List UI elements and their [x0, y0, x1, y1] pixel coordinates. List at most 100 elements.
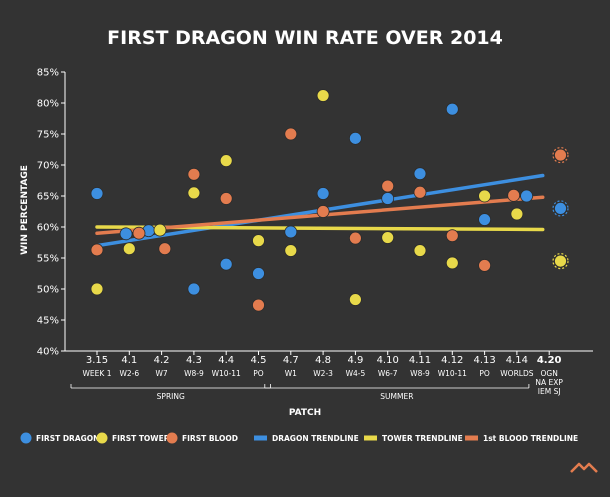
- x-tick-label: 4.4: [218, 355, 234, 366]
- x-tick-sublabel: PO: [479, 369, 490, 378]
- x-tick-sublabel: W1: [285, 369, 297, 378]
- data-point: [90, 243, 104, 257]
- data-points: [90, 89, 569, 312]
- data-point: [554, 148, 567, 162]
- x-tick-label: 4.5: [251, 355, 267, 366]
- legend-item: 1st BLOOD TRENDLINE: [465, 434, 578, 443]
- x-tick-label: 4.8: [315, 355, 331, 366]
- data-point: [252, 298, 265, 312]
- legend-label: FIRST DRAGON: [36, 434, 99, 443]
- data-point: [90, 282, 104, 296]
- x-tick-sublabel: W2-3: [313, 369, 333, 378]
- x-tick-sublabel: W4-5: [346, 369, 366, 378]
- data-point: [445, 229, 459, 243]
- data-point: [554, 254, 567, 268]
- x-tick-sublabel: W6-7: [378, 369, 398, 378]
- y-tick-label: 50%: [37, 285, 59, 296]
- data-point: [119, 227, 133, 241]
- data-point: [507, 188, 521, 202]
- legend-label: 1st BLOOD TRENDLINE: [483, 434, 578, 443]
- x-tick-label: 4.12: [441, 355, 463, 366]
- x-tick-sublabel: PO: [253, 369, 264, 378]
- x-tick-label: 4.11: [409, 355, 431, 366]
- data-point: [478, 259, 492, 272]
- data-point: [381, 192, 395, 205]
- data-point: [316, 205, 330, 218]
- data-point: [132, 226, 146, 240]
- data-point: [413, 244, 427, 257]
- x-tick-sublabel: W10-11: [438, 369, 467, 378]
- x-tick-label: 4.2: [154, 355, 170, 366]
- group-label: SPRING: [157, 392, 185, 401]
- x-tick-sublabel: W10-11: [212, 369, 241, 378]
- y-tick-label: 60%: [37, 223, 59, 234]
- legend: FIRST DRAGON FIRST TOWER FIRST BLOOD DRAGON…: [20, 432, 578, 444]
- x-tick-sublabel: NA EXP: [535, 378, 563, 387]
- data-point: [413, 185, 427, 199]
- x-tick-sublabel: W8-9: [184, 369, 204, 378]
- y-tick-label: 75%: [37, 130, 59, 141]
- data-point: [348, 131, 362, 145]
- legend-label: DRAGON TRENDLINE: [272, 434, 359, 443]
- y-tick-label: 55%: [37, 254, 59, 265]
- data-point: [445, 256, 459, 270]
- legend-item: FIRST BLOOD: [166, 432, 238, 444]
- data-point: [348, 231, 362, 245]
- data-point-ring: [552, 200, 569, 217]
- y-tick-label: 85%: [37, 68, 59, 79]
- legend-item: TOWER TRENDLINE: [364, 434, 463, 443]
- chart-title: FIRST DRAGON WIN RATE OVER 2014: [107, 27, 503, 49]
- data-point: [510, 207, 524, 221]
- data-point: [284, 244, 298, 257]
- data-point: [187, 167, 201, 181]
- x-tick-label: 4.9: [347, 355, 363, 366]
- group-bracket: SUMMER: [264, 384, 530, 401]
- y-tick-label: 40%: [37, 347, 59, 358]
- data-point-ring: [552, 253, 569, 270]
- data-point: [153, 223, 167, 237]
- data-point: [348, 293, 362, 306]
- data-point: [252, 267, 265, 280]
- data-point: [284, 225, 298, 239]
- legend-swatch: [20, 432, 32, 444]
- x-axis-label: PATCH: [289, 408, 321, 418]
- x-tick-sublabel: IEM SJ: [538, 387, 561, 396]
- data-point: [219, 192, 233, 205]
- data-point: [413, 167, 427, 181]
- y-axis-label: WIN PERCENTAGE: [20, 165, 30, 255]
- x-tick-sublabel: W7: [156, 369, 168, 378]
- legend-swatch: [166, 432, 178, 444]
- x-tick-label: 4.20: [537, 355, 562, 366]
- data-point: [316, 89, 330, 102]
- y-tick-label: 80%: [37, 99, 59, 110]
- data-point: [445, 102, 459, 116]
- x-tick-label: 4.13: [473, 355, 495, 366]
- data-point: [554, 201, 567, 215]
- data-point: [316, 187, 330, 200]
- data-point: [381, 231, 395, 244]
- data-point: [478, 213, 492, 226]
- group-bracket: SPRING: [70, 384, 271, 401]
- data-point: [187, 282, 201, 296]
- data-point: [252, 234, 265, 248]
- data-point: [219, 257, 233, 271]
- legend-item: FIRST TOWER: [96, 432, 170, 444]
- data-point: [478, 189, 492, 203]
- data-point: [219, 154, 233, 168]
- x-tick-label: 4.1: [121, 355, 137, 366]
- x-tick-label: 4.3: [186, 355, 202, 366]
- x-tick-sublabel: WEEK 1: [83, 369, 112, 378]
- logo-icon: [570, 462, 598, 473]
- x-tick-label: 3.15: [86, 355, 108, 366]
- legend-item: FIRST DRAGON: [20, 432, 99, 444]
- legend-label: FIRST TOWER: [112, 434, 170, 443]
- legend-item: DRAGON TRENDLINE: [254, 434, 359, 443]
- x-tick-label: 4.14: [506, 355, 528, 366]
- data-point: [381, 179, 395, 193]
- data-point: [158, 242, 172, 256]
- data-point: [520, 189, 533, 203]
- x-tick-sublabel: W8-9: [410, 369, 430, 378]
- x-tick-sublabel: WORLDS: [500, 369, 533, 378]
